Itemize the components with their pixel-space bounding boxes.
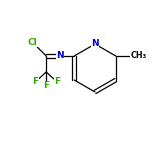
Text: N: N (56, 52, 64, 60)
Text: F: F (54, 78, 60, 86)
Text: CH₃: CH₃ (131, 52, 147, 60)
Text: N: N (91, 40, 99, 48)
Text: F: F (32, 78, 38, 86)
Text: Cl: Cl (28, 38, 37, 47)
Text: F: F (43, 81, 49, 90)
